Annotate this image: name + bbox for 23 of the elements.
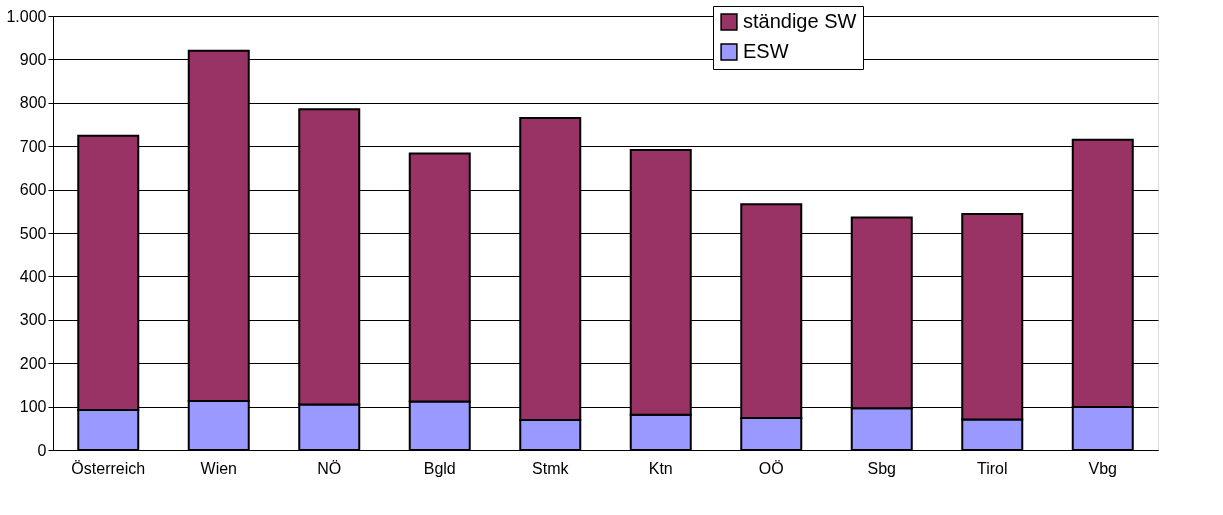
legend-label: ständige SW <box>743 10 857 32</box>
y-tick-label: 400 <box>19 267 47 285</box>
x-tick-label: Vbg <box>1088 459 1117 477</box>
y-tick-label: 600 <box>19 181 47 199</box>
x-tick-label: Wien <box>200 459 237 477</box>
x-tick-label: OÖ <box>758 459 784 477</box>
x-tick-label: Bgld <box>423 459 456 477</box>
y-tick-label: 1.000 <box>6 7 47 25</box>
y-tick-label: 800 <box>19 94 47 112</box>
x-tick-label: Ktn <box>648 459 673 477</box>
y-tick-label: 200 <box>19 354 47 372</box>
x-tick-label: NÖ <box>317 459 342 477</box>
y-tick-label: 100 <box>19 398 47 416</box>
x-tick-label: Österreich <box>71 459 146 477</box>
y-tick-label: 900 <box>19 50 47 68</box>
y-tick-label: 300 <box>19 311 47 329</box>
y-tick-label: 700 <box>19 137 47 155</box>
y-tick-label: 500 <box>19 224 47 242</box>
x-tick-label: Stmk <box>532 459 570 477</box>
y-tick-label: 0 <box>37 441 47 459</box>
x-tick-label: Sbg <box>867 459 896 477</box>
x-tick-label: Tirol <box>976 459 1008 477</box>
legend-label: ESW <box>743 40 789 62</box>
